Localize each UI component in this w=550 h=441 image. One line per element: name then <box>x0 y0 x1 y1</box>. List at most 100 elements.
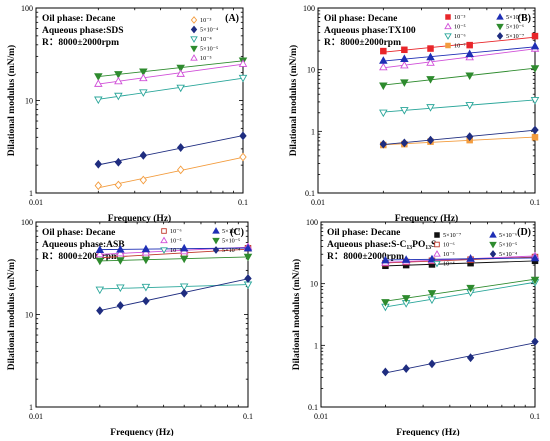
series-1 <box>94 131 247 169</box>
legend: 10⁻⁶ 10⁻⁵ 10⁻⁴ 5×10⁻⁶ 5×10⁻⁵ 5×10⁻⁴ <box>160 227 240 254</box>
legend-marker <box>433 260 441 268</box>
data-point <box>94 181 103 191</box>
legend: 10⁻³ 10⁻⁵ 10⁻⁶ 10⁻⁷ 5×10⁻⁵ 5×10⁻⁶ 5×10⁻⁷ <box>444 13 524 50</box>
fit-line <box>383 67 536 86</box>
y-tick-label: 0.1 <box>308 403 318 412</box>
legend-marker <box>190 54 198 61</box>
legend-marker <box>434 241 440 248</box>
data-point <box>238 59 248 67</box>
data-point <box>239 131 247 141</box>
legend-label: 10⁻³ <box>200 17 211 24</box>
fit-line <box>385 260 536 267</box>
x-tick-label: 0.01 <box>29 412 43 421</box>
data-point <box>116 284 125 293</box>
data-point <box>114 92 123 101</box>
data-point <box>465 49 474 58</box>
data-point <box>244 274 252 283</box>
data-point <box>530 276 540 285</box>
series-6 <box>381 337 539 377</box>
data-point <box>114 157 123 167</box>
data-point <box>531 337 539 346</box>
legend-item: 10⁻⁶ <box>161 228 182 235</box>
y-tick-label: 1 <box>29 403 33 412</box>
legend-label: 10⁻⁵ <box>200 55 212 62</box>
panel-title-line: R：8000±2000rpm <box>324 38 401 48</box>
data-point <box>114 76 123 85</box>
legend-item: 10⁻⁴ <box>433 260 455 268</box>
panel-tag: (B) <box>518 13 531 24</box>
data-point <box>530 65 540 73</box>
legend-item: 5×10⁻⁴ <box>212 246 240 254</box>
legend-label: 10⁻⁶ <box>443 242 455 249</box>
legend-item: 10⁻⁵ <box>190 54 212 62</box>
panel-title-line: Aqueous phase:SDS <box>42 26 124 36</box>
legend-item: 5×10⁻⁷ <box>434 232 461 239</box>
legend-label: 5×10⁻⁵ <box>200 46 218 53</box>
data-point <box>96 306 104 316</box>
data-point <box>466 254 475 262</box>
data-point <box>427 290 437 298</box>
data-point <box>141 256 151 265</box>
x-tick-label: 0.01 <box>311 198 325 207</box>
x-axis-label: Frequency (Hz) <box>395 213 458 224</box>
legend-item: 5×10⁻⁴ <box>190 25 218 34</box>
legend-marker <box>445 42 451 49</box>
series-4 <box>379 41 540 64</box>
fit-line <box>99 284 249 290</box>
data-point <box>379 56 388 64</box>
fit-line <box>383 36 536 53</box>
panel-title-line: R：8000±2000rpm <box>42 252 119 262</box>
data-point <box>379 139 388 149</box>
legend-marker <box>190 16 198 24</box>
legend-label: 10⁻⁴ <box>443 261 455 268</box>
x-tick-label: 0.1 <box>530 412 540 421</box>
data-point <box>139 68 148 77</box>
data-point <box>95 286 105 295</box>
y-tick-label: 100 <box>21 4 33 13</box>
fit-line <box>383 46 536 62</box>
legend-marker <box>161 228 167 234</box>
legend-marker <box>489 250 497 258</box>
data-point <box>400 79 409 87</box>
data-point <box>116 301 125 310</box>
legend-label: 10⁻⁴ <box>200 36 212 43</box>
y-axis-label: Dilational modulus (mN/m) <box>6 259 17 370</box>
data-point <box>379 62 388 71</box>
legend-item: 10⁻⁶ <box>434 241 455 249</box>
y-tick-label: 10 <box>25 97 33 106</box>
legend: 5×10⁻⁷ 10⁻⁶ 10⁻⁵ 10⁻⁴ 5×10⁻⁶ 5×10⁻⁵ 5×10⁻⁴ <box>433 231 517 268</box>
legend-item: 10⁻⁶ <box>444 33 466 40</box>
data-point <box>139 89 148 97</box>
fit-line <box>385 278 536 302</box>
y-tick-label: 100 <box>21 218 33 227</box>
data-point <box>465 132 474 142</box>
legend-marker <box>160 247 168 254</box>
y-axis-label: Dilational modulus (mN/m) <box>288 45 299 156</box>
data-point <box>142 296 150 306</box>
data-point <box>466 284 475 293</box>
panel-tag: (D) <box>517 227 531 238</box>
fit-line <box>99 247 249 251</box>
data-point <box>381 255 390 264</box>
y-axis-label: Dilational modulus (mN/m) <box>291 259 302 370</box>
plot-frame <box>320 221 536 408</box>
data-point <box>139 150 148 160</box>
data-point <box>466 353 475 363</box>
panel-title-line: Oil phase: Decane <box>324 14 397 24</box>
y-tick-label: 0.1 <box>305 189 315 198</box>
data-point <box>94 73 103 81</box>
data-point <box>400 60 409 69</box>
legend-marker <box>212 246 220 254</box>
data-point <box>95 245 105 253</box>
series-3 <box>94 57 248 81</box>
data-point <box>427 254 437 263</box>
data-point <box>466 41 473 49</box>
data-point <box>531 32 539 40</box>
legend-label: 10⁻⁷ <box>454 43 466 50</box>
data-point <box>116 245 125 253</box>
data-point <box>427 45 434 52</box>
legend-marker <box>496 32 504 40</box>
legend-label: 10⁻⁵ <box>454 24 466 31</box>
fit-line <box>98 60 244 77</box>
legend-marker <box>190 45 198 53</box>
